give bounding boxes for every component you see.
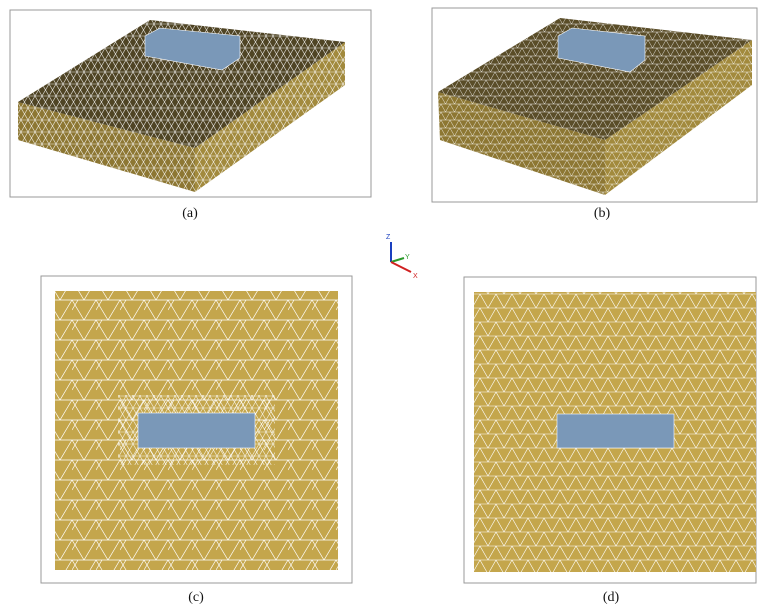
panel-b: (b)	[432, 8, 757, 221]
y-label: Y	[405, 254, 410, 261]
caption: (d)	[603, 590, 620, 605]
x-label: X	[413, 273, 418, 280]
caption: (c)	[188, 590, 204, 605]
block	[557, 414, 674, 448]
panel-a: (a)	[10, 10, 371, 221]
caption: (a)	[182, 206, 198, 221]
panel-c: (c)	[41, 276, 352, 605]
axis-triad: Z Y X	[386, 234, 418, 280]
figure: (a) (b) Z Y X (c) (d)	[0, 0, 763, 607]
x-axis	[391, 262, 411, 272]
block	[138, 413, 255, 448]
panel-d: (d)	[464, 277, 756, 605]
caption: (b)	[594, 206, 611, 221]
y-axis	[391, 258, 404, 262]
z-label: Z	[386, 234, 391, 241]
